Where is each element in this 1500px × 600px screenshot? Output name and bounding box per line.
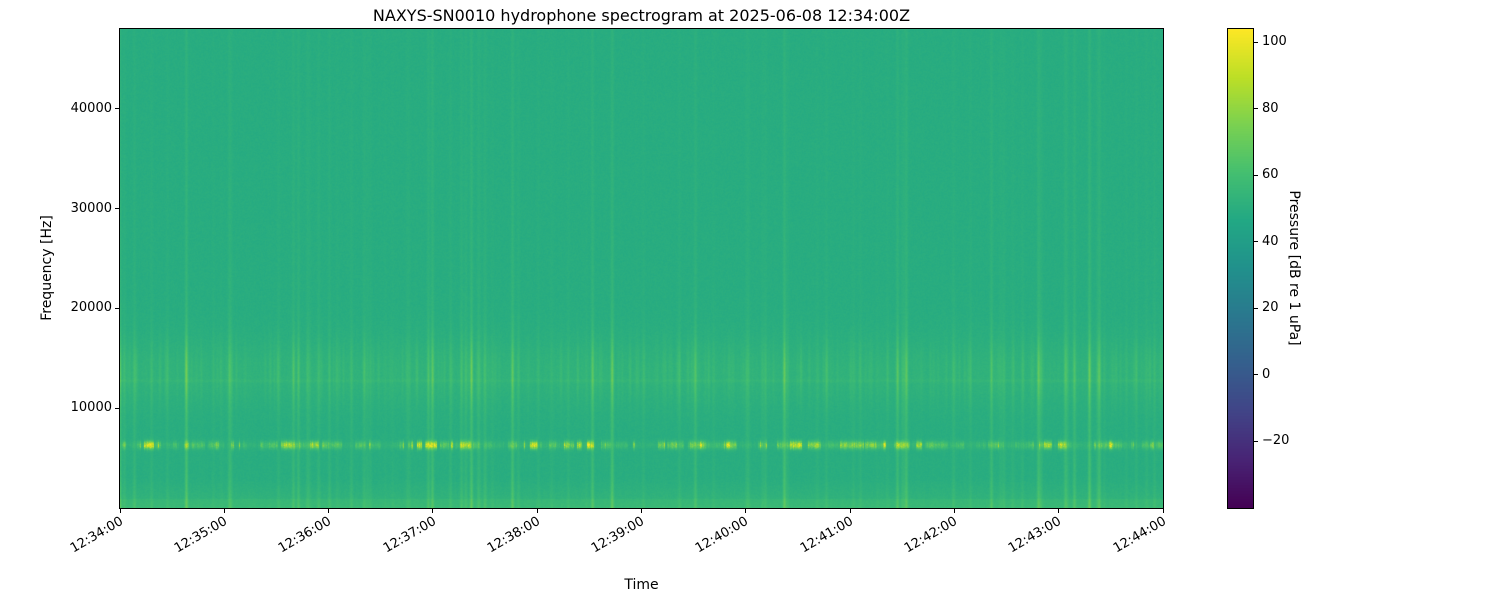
y-tick-label: 40000 — [70, 100, 112, 116]
x-tick-label: 12:43:00 — [1006, 514, 1065, 557]
colorbar-tick-mark — [1254, 41, 1258, 43]
x-tick-mark — [536, 509, 538, 513]
colorbar — [1228, 29, 1253, 508]
colorbar-tick-label: 40 — [1262, 233, 1279, 249]
colorbar-tick-label: 60 — [1262, 167, 1279, 183]
colorbar-tick-mark — [1254, 307, 1258, 309]
colorbar-tick-mark — [1254, 440, 1258, 442]
y-tick-mark — [115, 108, 119, 110]
x-tick-mark — [641, 509, 642, 513]
figure-title: NAXYS-SN0010 hydrophone spectrogram at 2… — [372, 6, 911, 25]
x-tick-label: 12:38:00 — [484, 514, 543, 557]
x-tick-label: 12:44:00 — [1110, 514, 1169, 557]
x-tick-mark — [1162, 509, 1164, 513]
x-tick-label: 12:37:00 — [380, 514, 439, 557]
x-tick-mark — [953, 509, 955, 513]
y-tick-label: 10000 — [70, 400, 112, 416]
x-tick-label: 12:36:00 — [276, 514, 335, 557]
x-tick-mark — [745, 509, 747, 513]
x-tick-mark — [328, 509, 330, 513]
x-tick-label: 12:40:00 — [693, 514, 752, 557]
colorbar-tick-mark — [1254, 374, 1258, 376]
y-tick-mark — [115, 307, 119, 309]
x-tick-mark — [432, 509, 434, 513]
spectrogram-canvas — [120, 29, 1163, 508]
x-tick-label: 12:41:00 — [797, 514, 856, 557]
x-tick-label: 12:34:00 — [67, 514, 126, 557]
colorbar-tick-label: −20 — [1262, 433, 1290, 449]
x-tick-label: 12:35:00 — [171, 514, 230, 557]
x-tick-mark — [1058, 509, 1060, 513]
colorbar-tick-label: 0 — [1262, 366, 1271, 382]
x-axis-label: Time — [624, 577, 659, 593]
colorbar-tick-label: 80 — [1262, 100, 1279, 116]
x-tick-mark — [223, 509, 225, 513]
colorbar-tick-mark — [1254, 241, 1258, 243]
y-tick-label: 30000 — [70, 200, 112, 216]
x-tick-mark — [119, 509, 121, 513]
y-tick-label: 20000 — [70, 300, 112, 316]
y-tick-mark — [115, 208, 119, 210]
colorbar-tick-mark — [1254, 174, 1258, 176]
y-tick-mark — [115, 407, 119, 409]
colorbar-tick-label: 100 — [1262, 34, 1287, 50]
colorbar-tick-mark — [1254, 108, 1258, 110]
x-tick-mark — [849, 509, 851, 513]
x-tick-label: 12:42:00 — [901, 514, 960, 557]
x-tick-label: 12:39:00 — [588, 514, 647, 557]
colorbar-label: Pressure [dB re 1 uPa] — [1286, 190, 1302, 346]
colorbar-canvas — [1228, 29, 1253, 508]
colorbar-tick-label: 20 — [1262, 300, 1279, 316]
plot-area — [120, 29, 1163, 508]
